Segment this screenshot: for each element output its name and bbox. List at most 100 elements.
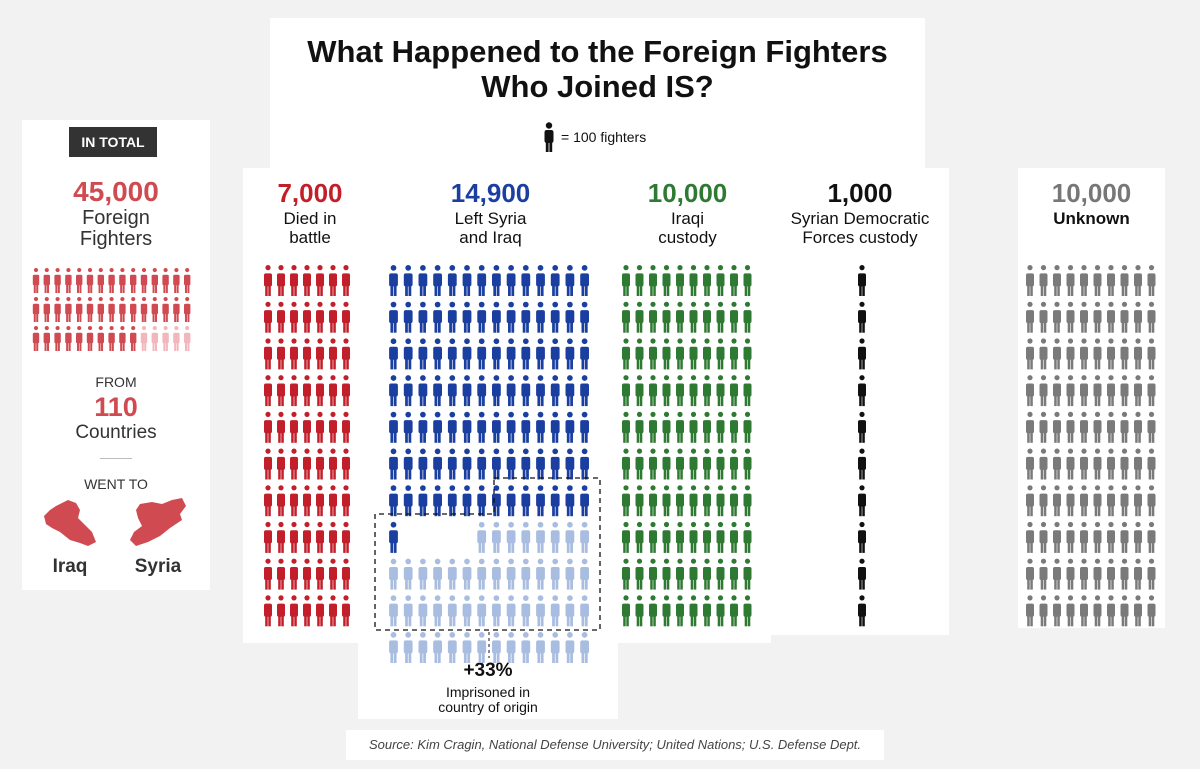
fighter-icon bbox=[462, 485, 472, 517]
category-value: 7,000 bbox=[277, 178, 343, 208]
fighter-icon bbox=[703, 338, 711, 370]
total-fighter-icon bbox=[119, 326, 126, 351]
fighter-icon bbox=[622, 485, 630, 517]
fighter-icon bbox=[1147, 301, 1156, 333]
fighter-icon bbox=[550, 595, 560, 627]
fighter-icon bbox=[635, 521, 644, 553]
fighter-icon bbox=[433, 448, 442, 480]
fighter-icon bbox=[1053, 265, 1061, 296]
fighter-icon bbox=[565, 411, 575, 443]
fighter-icon bbox=[290, 338, 298, 370]
fighter-icon bbox=[743, 558, 752, 590]
fighter-icon bbox=[403, 411, 413, 443]
fighter-icon bbox=[858, 448, 866, 480]
fighter-icon bbox=[1120, 265, 1129, 296]
fighter-icon bbox=[1066, 485, 1075, 517]
category-value: 10,000 bbox=[1051, 178, 1132, 208]
fighter-icon bbox=[433, 265, 442, 296]
fighter-icon bbox=[1147, 338, 1156, 370]
total-fighter-icon bbox=[173, 268, 180, 293]
fighter-icon bbox=[418, 301, 428, 333]
fighter-icon bbox=[1026, 485, 1034, 517]
fighter-icon bbox=[477, 338, 487, 370]
fighter-icon bbox=[1026, 411, 1034, 443]
fighter-icon bbox=[676, 595, 684, 627]
total-fighter-icon bbox=[162, 326, 169, 351]
destination-syria: Syria bbox=[134, 556, 182, 577]
fighter-icon bbox=[689, 265, 698, 296]
total-fighter-icon bbox=[54, 297, 61, 322]
fighter-icon bbox=[303, 521, 311, 553]
fighter-icon bbox=[703, 448, 711, 480]
fighter-icon bbox=[536, 265, 545, 296]
fighter-icon bbox=[550, 375, 560, 407]
fighter-icon bbox=[290, 595, 298, 627]
fighter-icon bbox=[580, 375, 589, 407]
fighter-icon bbox=[716, 485, 725, 517]
fighter-icon bbox=[290, 485, 298, 517]
fighter-icon bbox=[622, 265, 630, 296]
fighter-icon bbox=[1053, 558, 1061, 590]
fighter-icon bbox=[506, 338, 516, 370]
total-fighter-icon bbox=[108, 326, 115, 351]
iraq-map-icon bbox=[44, 500, 96, 546]
fighter-icon bbox=[716, 448, 725, 480]
fighter-icon bbox=[716, 558, 725, 590]
fighter-icon bbox=[264, 485, 272, 517]
fighter-icon bbox=[676, 301, 684, 333]
total-fighter-icon bbox=[76, 268, 83, 293]
fighter-icon bbox=[506, 521, 516, 553]
category-value: 1,000 bbox=[827, 178, 893, 208]
fighter-icon bbox=[477, 301, 487, 333]
fighter-icon bbox=[730, 375, 738, 407]
fighter-icon bbox=[521, 595, 531, 627]
fighter-icon bbox=[1093, 595, 1102, 627]
fighter-icon bbox=[689, 411, 698, 443]
fighter-icon bbox=[730, 448, 738, 480]
fighter-icon bbox=[689, 301, 698, 333]
fighter-icon bbox=[477, 411, 487, 443]
fighter-icon bbox=[329, 338, 337, 370]
fighter-icon bbox=[1107, 521, 1115, 553]
total-label: Foreign Fighters bbox=[22, 208, 210, 250]
fighter-icon bbox=[433, 375, 442, 407]
fighter-icon bbox=[622, 338, 630, 370]
fighter-icon bbox=[506, 632, 516, 663]
total-fighter-icon bbox=[86, 268, 94, 293]
fighter-icon bbox=[550, 632, 560, 663]
fighter-icon bbox=[329, 448, 337, 480]
fighter-icon bbox=[1039, 411, 1048, 443]
fighter-icon bbox=[462, 595, 472, 627]
fighter-icon bbox=[1120, 558, 1129, 590]
fighter-icon bbox=[477, 595, 487, 627]
fighter-icon bbox=[1107, 595, 1115, 627]
fighter-icon bbox=[703, 375, 711, 407]
fighter-icon bbox=[1134, 265, 1142, 296]
fighter-icon bbox=[676, 558, 684, 590]
fighter-icon bbox=[1147, 448, 1156, 480]
fighter-icon bbox=[389, 558, 398, 590]
fighter-icon bbox=[1039, 485, 1048, 517]
fighter-icon bbox=[565, 485, 575, 517]
fighter-icon bbox=[277, 521, 285, 553]
fighter-icon bbox=[1093, 411, 1102, 443]
total-fighter-icon bbox=[130, 297, 137, 322]
fighter-icon bbox=[277, 485, 285, 517]
fighter-icon bbox=[743, 521, 752, 553]
fighter-icon bbox=[277, 375, 285, 407]
total-fighter-icon bbox=[151, 326, 158, 351]
fighter-icon bbox=[1134, 595, 1142, 627]
fighter-icon bbox=[858, 595, 866, 627]
fighter-icon bbox=[1053, 411, 1061, 443]
fighter-icon bbox=[1080, 558, 1088, 590]
fighter-icon bbox=[316, 301, 324, 333]
fighter-icon bbox=[492, 411, 501, 443]
fighter-icon bbox=[418, 338, 428, 370]
fighter-icon bbox=[316, 521, 324, 553]
total-fighter-icon bbox=[43, 268, 50, 293]
fighter-icon bbox=[447, 485, 457, 517]
fighter-icon bbox=[662, 375, 671, 407]
total-fighter-icon bbox=[97, 268, 104, 293]
fighter-icon bbox=[649, 448, 657, 480]
fighter-icon bbox=[403, 375, 413, 407]
